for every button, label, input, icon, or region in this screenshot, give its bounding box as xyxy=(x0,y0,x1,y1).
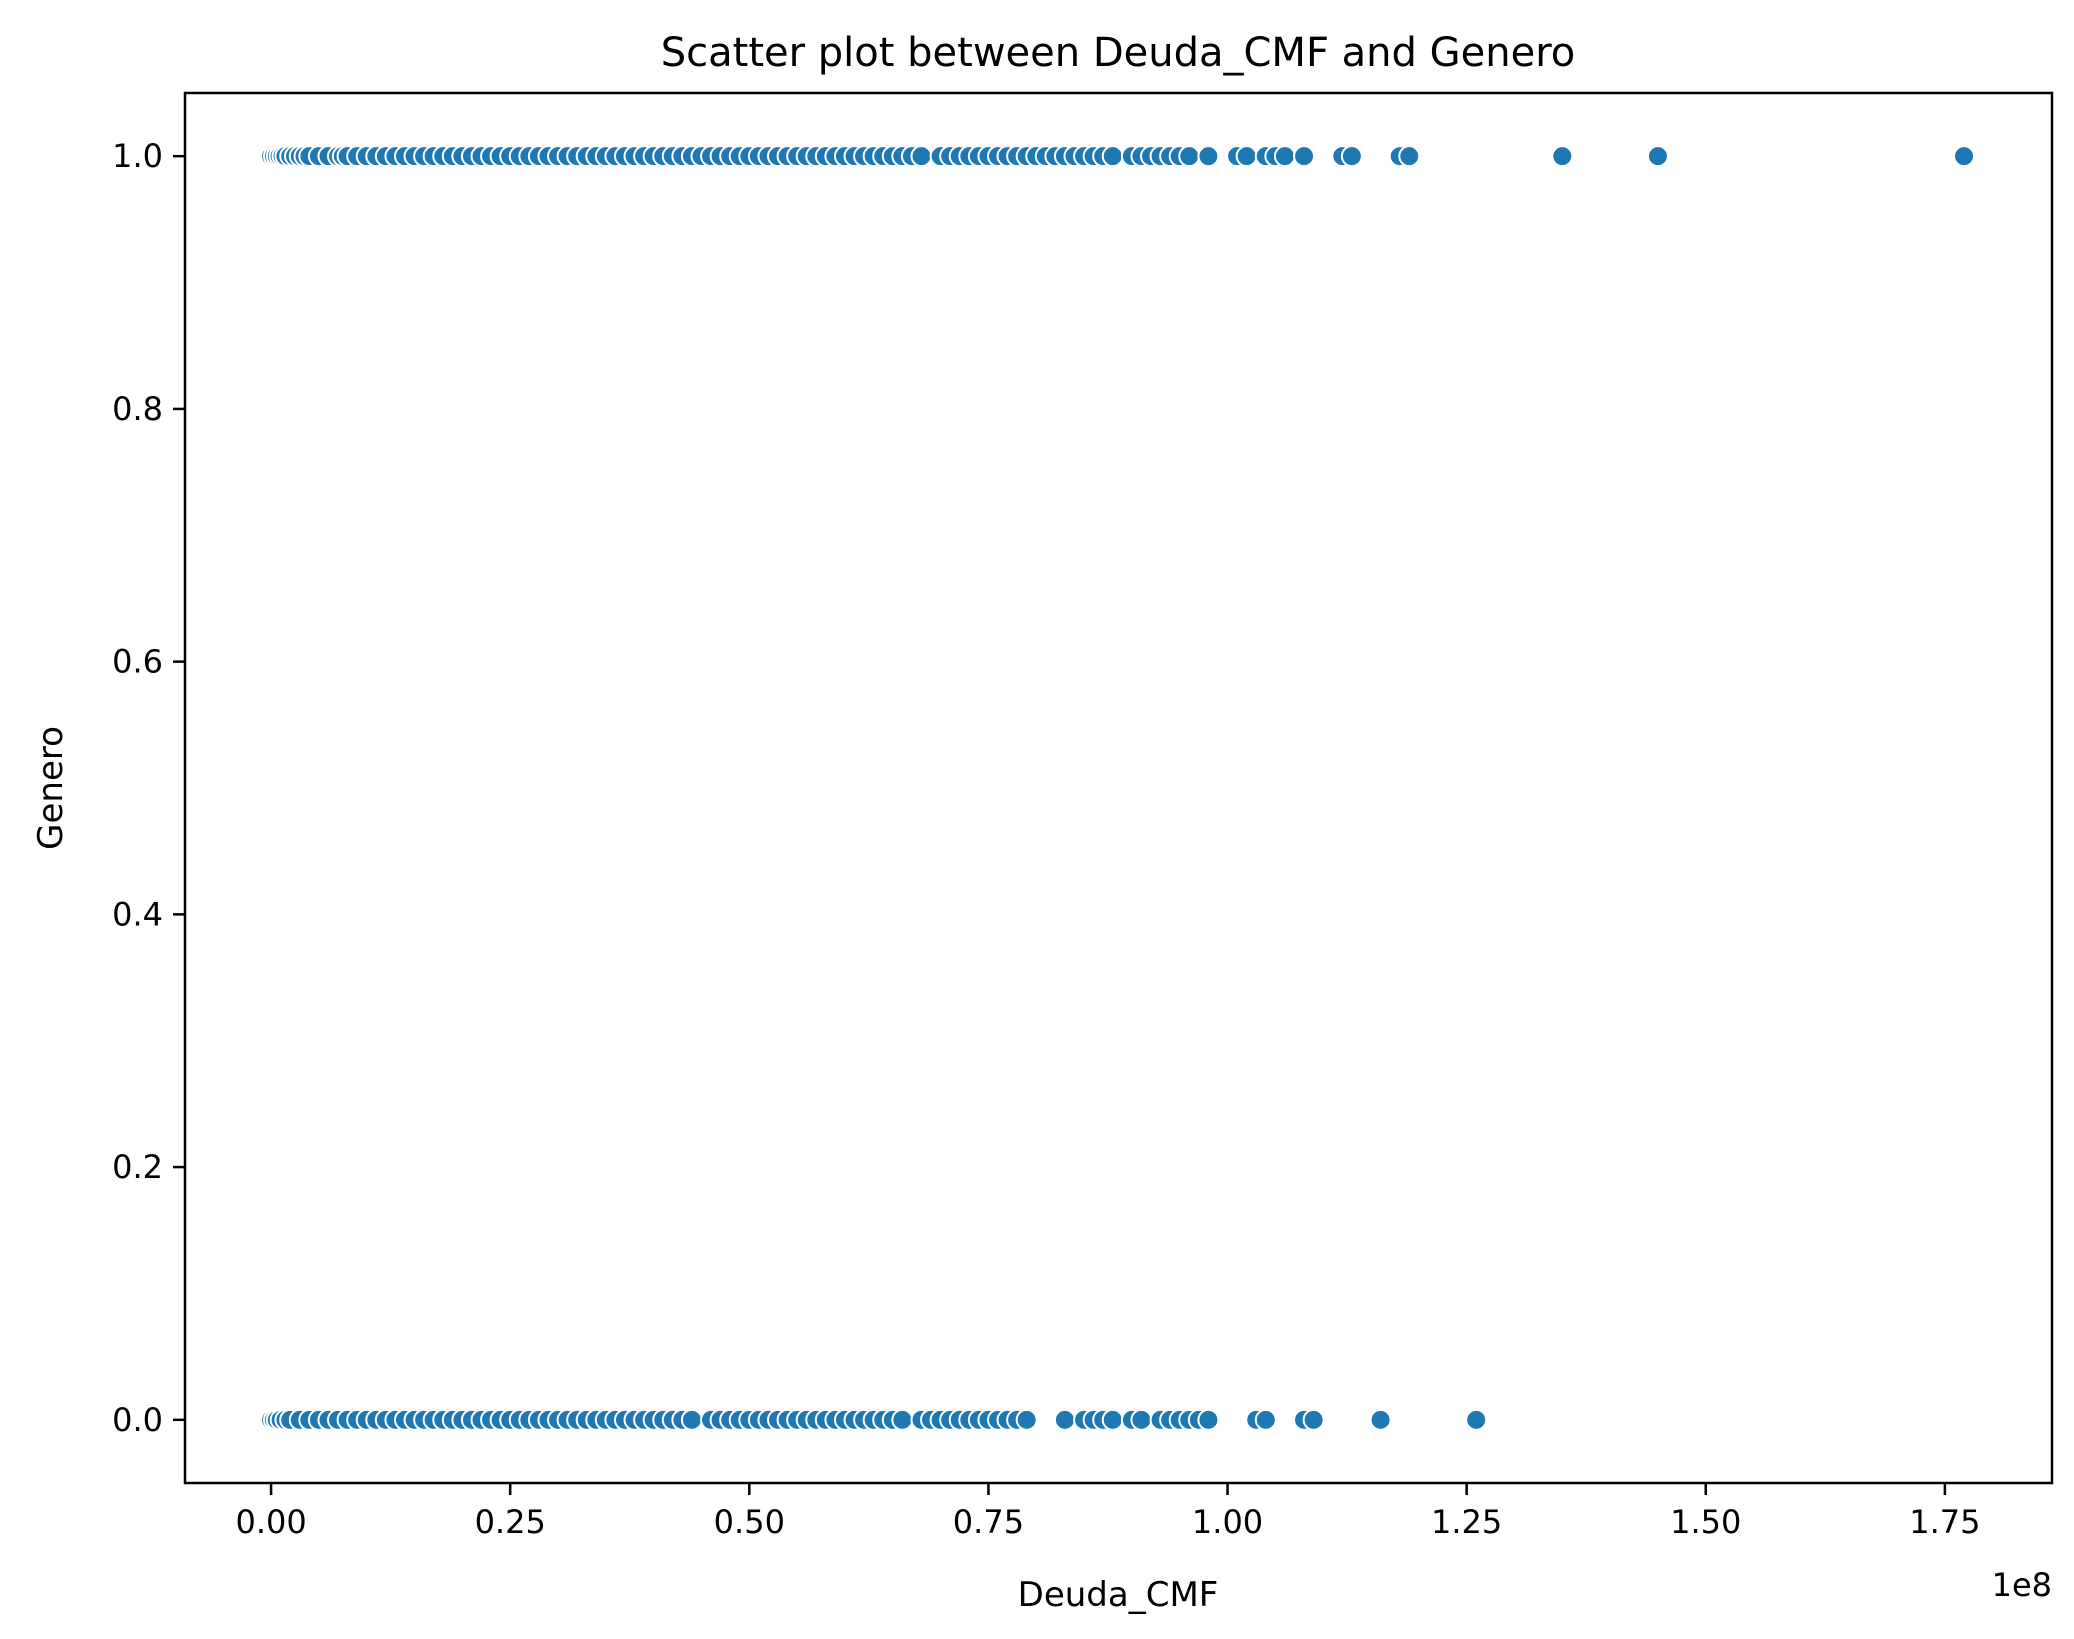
x-tick-label: 0.75 xyxy=(953,1503,1024,1541)
plot-frame xyxy=(183,91,2054,1485)
scatter-point xyxy=(1273,145,1296,168)
scatter-point xyxy=(1646,145,1669,168)
x-axis-offset-label: 1e8 xyxy=(1992,1566,2052,1604)
x-axis-ticks: 0.00 0.25 0.50 0.75 1.00 1.25 1.50 1.75 xyxy=(235,1483,1981,1541)
scatter-point xyxy=(1398,145,1421,168)
scatter-point xyxy=(891,1408,914,1431)
x-tick-label: 1.00 xyxy=(1192,1503,1263,1541)
scatter-point xyxy=(1015,1408,1038,1431)
y-tick-label: 0.8 xyxy=(112,390,163,428)
y-axis-label: Genero xyxy=(31,726,71,850)
scatter-point xyxy=(910,145,933,168)
scatter-point xyxy=(1465,1408,1488,1431)
x-tick-label: 1.25 xyxy=(1431,1503,1502,1541)
scatter-point xyxy=(1053,1408,1076,1431)
scatter-point xyxy=(1197,145,1220,168)
y-tick-label: 1.0 xyxy=(112,137,163,175)
scatter-point xyxy=(680,1408,703,1431)
y-tick-label: 0.0 xyxy=(112,1401,163,1439)
scatter-point xyxy=(1254,1408,1277,1431)
chart-title: Scatter plot between Deuda_CMF and Gener… xyxy=(661,30,1576,76)
scatter-point xyxy=(1953,145,1976,168)
scatter-point xyxy=(1197,1408,1220,1431)
scatter-point xyxy=(1235,145,1258,168)
x-tick-label: 1.50 xyxy=(1670,1503,1741,1541)
scatter-point xyxy=(1101,1408,1124,1431)
scatter-point xyxy=(1302,1408,1325,1431)
scatter-point xyxy=(1130,1408,1153,1431)
scatter-point xyxy=(1340,145,1363,168)
x-tick-label: 0.00 xyxy=(235,1503,306,1541)
scatter-point xyxy=(1369,1408,1392,1431)
y-tick-label: 0.2 xyxy=(112,1148,163,1186)
y-tick-label: 0.4 xyxy=(112,895,163,933)
x-axis-label: Deuda_CMF xyxy=(1018,1575,1219,1615)
scatter-point xyxy=(1551,145,1574,168)
y-tick-label: 0.6 xyxy=(112,643,163,681)
x-tick-label: 0.50 xyxy=(714,1503,785,1541)
points-layer xyxy=(260,145,1976,1431)
x-tick-label: 1.75 xyxy=(1909,1503,1980,1541)
scatter-point xyxy=(1101,145,1124,168)
y-axis-ticks: 0.0 0.2 0.4 0.6 0.8 1.0 xyxy=(112,137,185,1439)
x-tick-label: 0.25 xyxy=(475,1503,546,1541)
scatter-point xyxy=(1178,145,1201,168)
scatter-point xyxy=(1293,145,1316,168)
